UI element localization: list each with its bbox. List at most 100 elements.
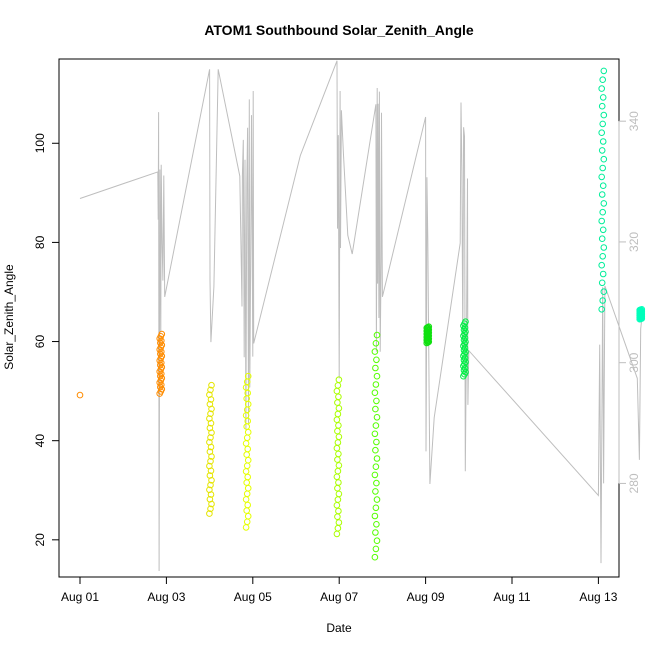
data-point xyxy=(461,334,469,342)
y-tick-label: 20 xyxy=(33,533,47,547)
data-point xyxy=(372,340,380,347)
y2-tick-label: 300 xyxy=(627,352,641,372)
data-point xyxy=(598,129,606,136)
data-point xyxy=(206,391,213,399)
y-axis-label: Solar_Zenith_Angle xyxy=(2,264,16,370)
data-point xyxy=(206,400,214,408)
x-tick-label: Aug 09 xyxy=(407,590,445,604)
data-point xyxy=(373,438,380,446)
data-point xyxy=(598,85,606,92)
data-point xyxy=(206,496,214,503)
point-series-0 xyxy=(76,391,84,399)
data-point xyxy=(373,331,381,339)
point-series-7 xyxy=(460,318,469,380)
data-point xyxy=(600,155,608,163)
data-point xyxy=(372,463,380,471)
data-point xyxy=(372,545,380,553)
data-point xyxy=(598,147,606,154)
data-point xyxy=(206,424,214,432)
data-point xyxy=(599,76,607,83)
data-point xyxy=(371,512,379,520)
secondary-line xyxy=(79,60,643,572)
data-point xyxy=(373,356,380,364)
point-series-4 xyxy=(333,376,343,538)
secondary-line-series xyxy=(79,60,643,572)
data-point xyxy=(372,504,380,512)
data-point xyxy=(462,358,469,366)
data-point xyxy=(372,529,379,536)
x-tick-label: Aug 11 xyxy=(493,590,530,604)
data-point xyxy=(207,434,214,441)
data-point xyxy=(372,381,380,388)
data-point xyxy=(638,306,646,313)
data-point xyxy=(599,208,607,216)
data-point xyxy=(207,481,214,489)
y-axis-right: 280 300 320 340 xyxy=(618,111,641,493)
point-series-1 xyxy=(156,330,166,397)
data-point xyxy=(599,297,607,304)
data-point xyxy=(207,410,214,418)
data-point xyxy=(206,415,213,422)
data-point xyxy=(461,344,469,352)
data-point xyxy=(598,235,606,242)
data-point xyxy=(372,422,380,429)
data-point xyxy=(158,330,166,338)
data-point xyxy=(373,521,380,528)
x-axis: Aug 01 Aug 03 Aug 05 Aug 07 Aug 09 Aug 11 Aug … xyxy=(61,576,618,604)
point-series-6 xyxy=(423,323,433,347)
y2-tick-label: 340 xyxy=(627,111,641,131)
data-point xyxy=(425,323,433,331)
data-point xyxy=(372,405,379,413)
data-point xyxy=(371,553,379,561)
data-point xyxy=(207,386,214,394)
data-point xyxy=(599,252,607,260)
data-point xyxy=(371,471,379,479)
data-point xyxy=(371,389,379,397)
data-point xyxy=(461,324,469,332)
data-point xyxy=(462,348,469,356)
data-point xyxy=(598,279,606,287)
data-point xyxy=(244,372,252,380)
data-point xyxy=(373,537,381,545)
x-tick-label: Aug 07 xyxy=(320,590,358,604)
data-point xyxy=(206,448,214,456)
y-tick-label: 40 xyxy=(33,434,47,448)
y-tick-label: 60 xyxy=(33,335,47,349)
data-point xyxy=(373,414,381,421)
data-point xyxy=(371,348,379,355)
x-tick-label: Aug 05 xyxy=(234,590,272,604)
data-point xyxy=(373,455,381,462)
y-tick-label: 100 xyxy=(33,133,47,153)
point-series-9 xyxy=(636,306,646,323)
point-series-2 xyxy=(206,381,215,517)
data-point xyxy=(462,318,469,326)
data-point xyxy=(206,462,213,470)
data-point xyxy=(600,111,608,119)
y-tick-label: 80 xyxy=(33,235,47,249)
x-tick-label: Aug 13 xyxy=(579,590,617,604)
data-point xyxy=(598,173,606,181)
data-point xyxy=(600,200,608,207)
data-point xyxy=(206,438,213,446)
data-point xyxy=(598,261,606,269)
data-point xyxy=(335,462,343,469)
data-point xyxy=(206,486,213,494)
data-point xyxy=(599,270,607,278)
data-point xyxy=(373,372,381,380)
data-point xyxy=(207,457,214,465)
data-point xyxy=(600,288,608,296)
y2-tick-label: 280 xyxy=(627,473,641,493)
data-point xyxy=(600,67,608,75)
data-point xyxy=(373,479,380,487)
data-point xyxy=(371,430,379,438)
data-point xyxy=(373,496,381,503)
data-point xyxy=(599,120,607,128)
chart-title: ATOM1 Southbound Solar_Zenith_Angle xyxy=(204,22,474,38)
x-tick-label: Aug 03 xyxy=(147,590,185,604)
data-point xyxy=(335,519,343,526)
point-series-8 xyxy=(598,67,608,313)
data-point xyxy=(76,391,84,399)
data-point xyxy=(208,381,215,389)
